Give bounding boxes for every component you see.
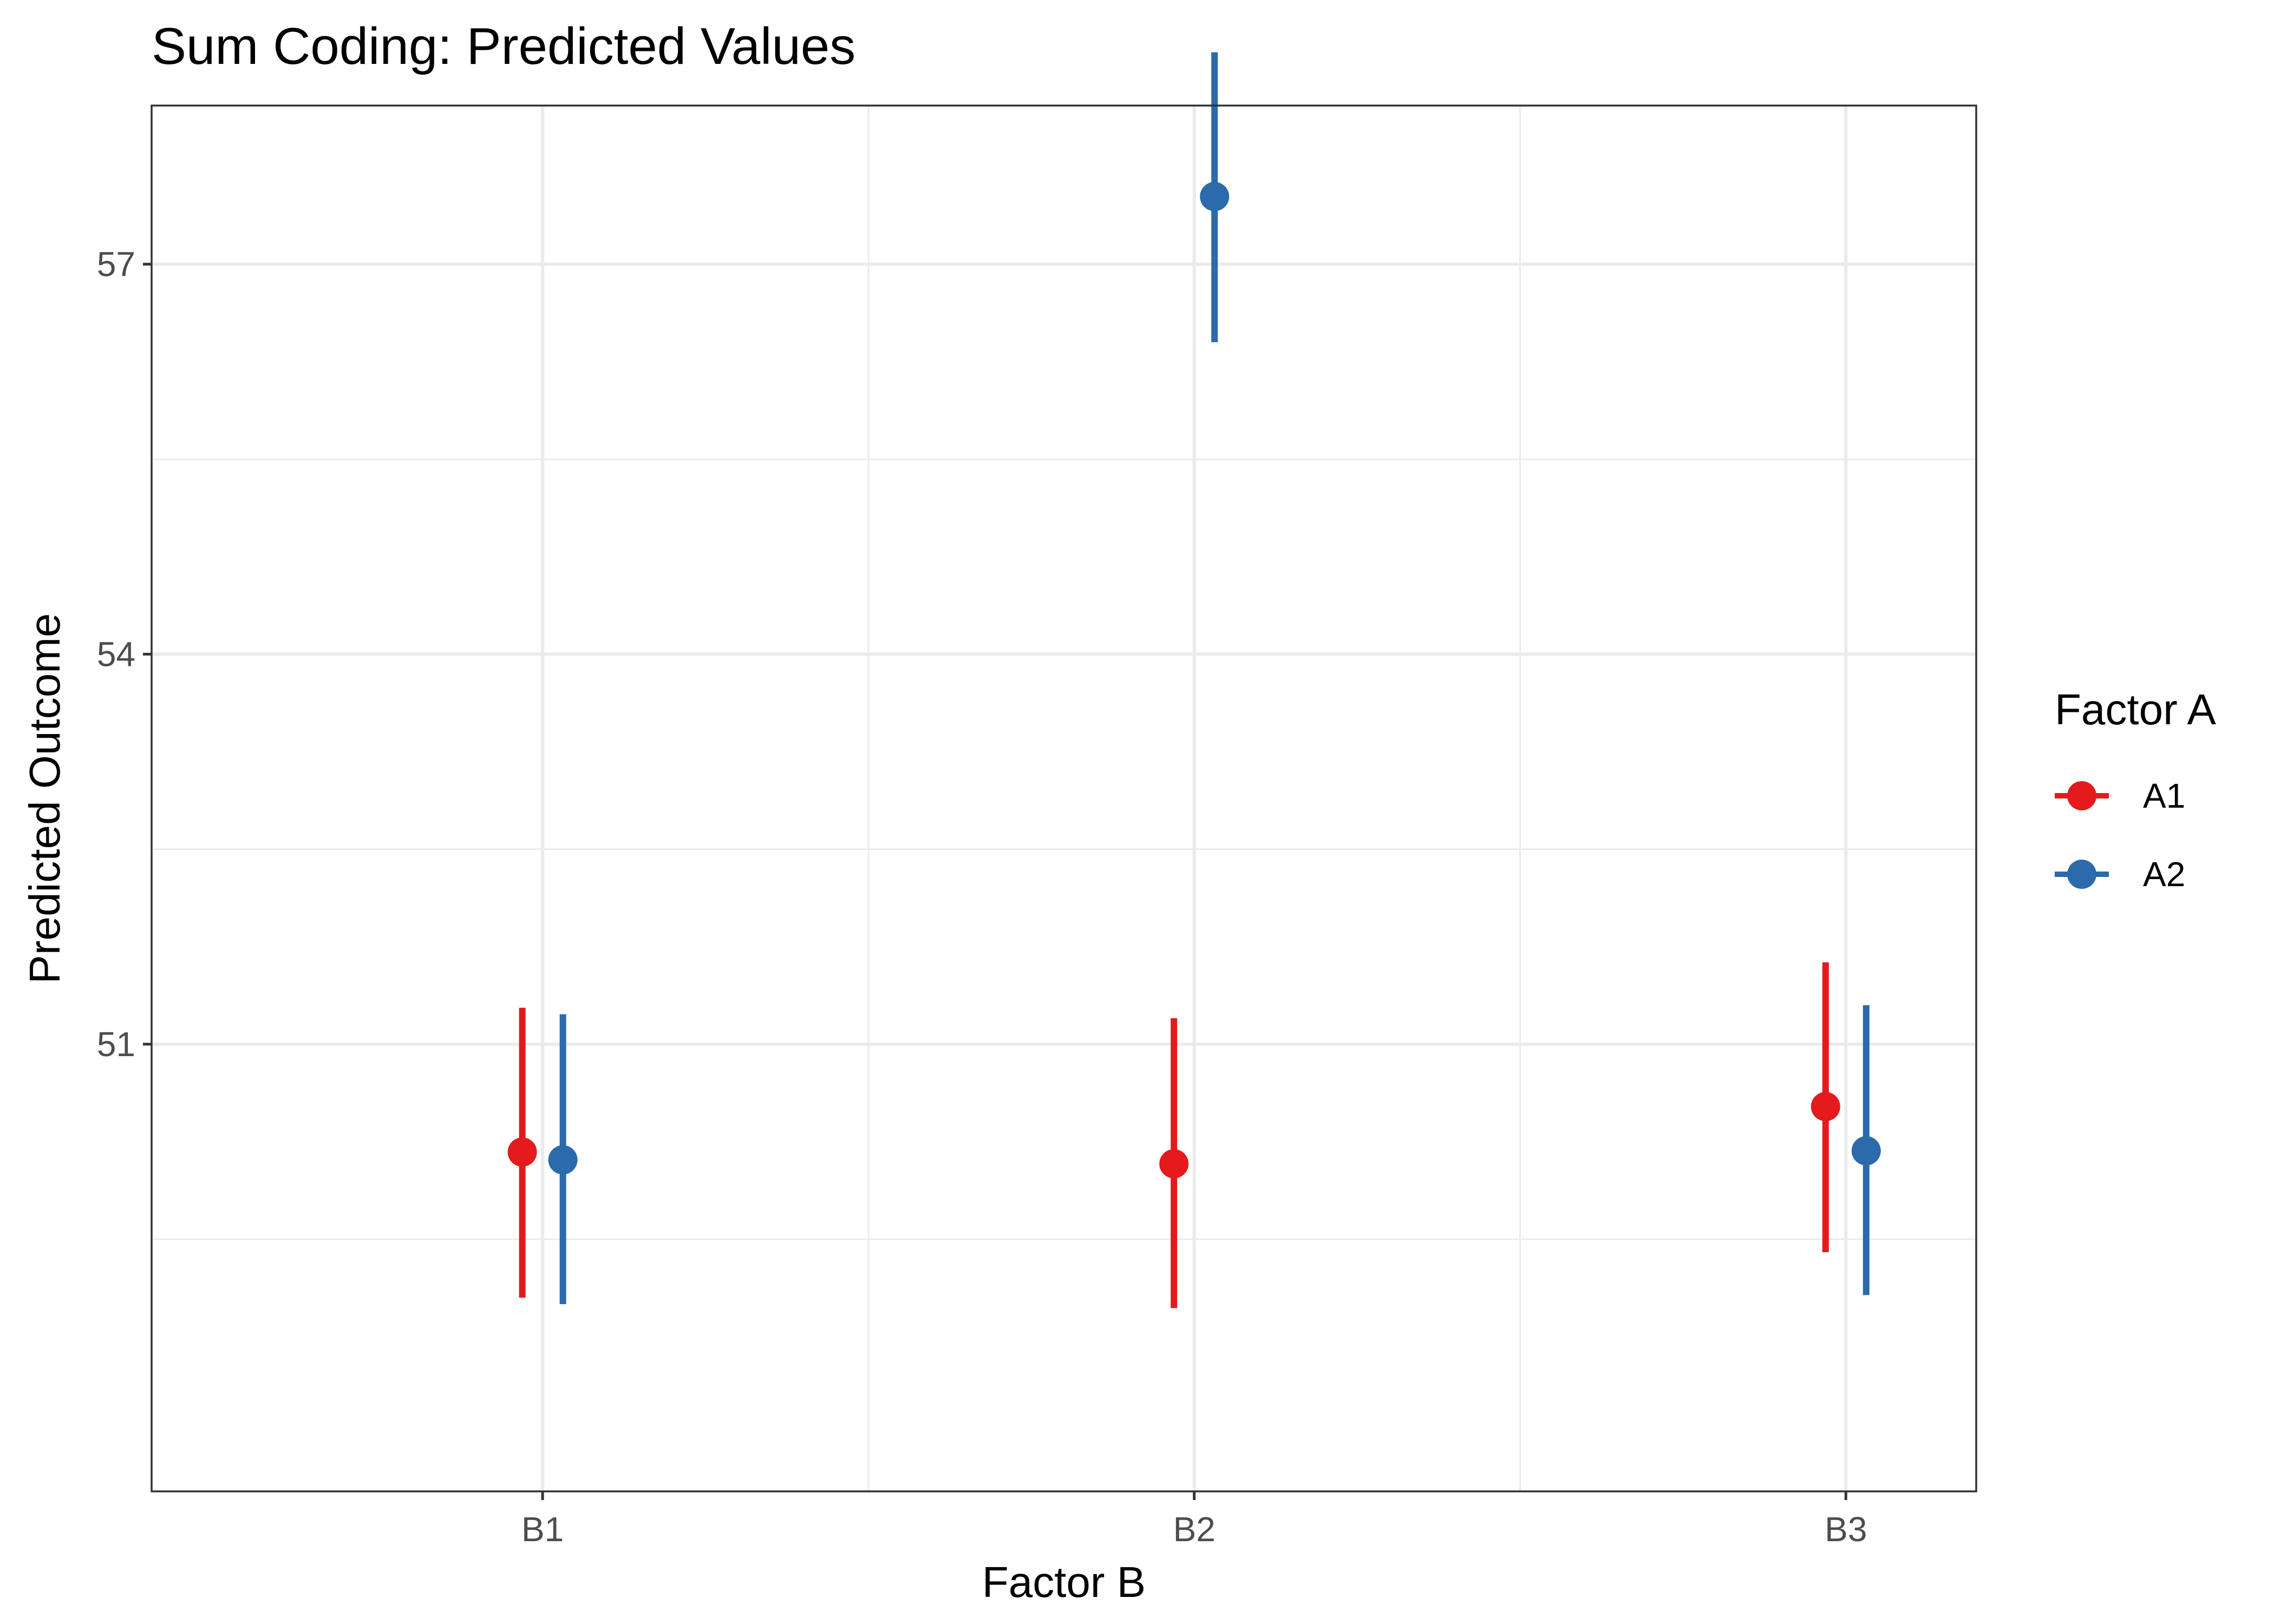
legend: Factor A A1 A2 <box>2055 685 2217 894</box>
data-marks <box>507 52 1881 1308</box>
y-axis-title: Predicted Outcome <box>21 613 69 984</box>
legend-key-point <box>2067 860 2096 889</box>
point-A2-B3 <box>1851 1136 1881 1165</box>
point-A1-B3 <box>1811 1092 1840 1122</box>
legend-label: A2 <box>2143 855 2185 894</box>
point-A1-B1 <box>507 1137 537 1167</box>
chart-title: Sum Coding: Predicted Values <box>152 17 855 75</box>
point-A1-B2 <box>1159 1149 1189 1178</box>
y-tick-label: 51 <box>97 1025 135 1064</box>
x-axis-title: Factor B <box>982 1558 1146 1606</box>
legend-title: Factor A <box>2055 685 2217 734</box>
legend-key-point <box>2067 781 2096 810</box>
x-tick-label: B3 <box>1825 1510 1867 1549</box>
legend-item-A1: A1 <box>2055 776 2185 815</box>
plot-border <box>151 104 1977 1492</box>
minor-gridlines <box>152 106 1976 1491</box>
point-A2-B1 <box>548 1145 578 1175</box>
x-axis: B1 B2 B3 <box>521 1491 1867 1549</box>
y-tick-label: 57 <box>97 245 135 284</box>
legend-items: A1 A2 <box>2055 776 2185 894</box>
y-axis: 51 54 57 <box>97 245 152 1064</box>
legend-item-A2: A2 <box>2055 855 2185 894</box>
legend-label: A1 <box>2143 776 2185 815</box>
x-tick-label: B2 <box>1173 1510 1216 1549</box>
y-tick-label: 54 <box>97 634 135 673</box>
point-A2-B2 <box>1200 182 1230 212</box>
x-tick-label: B1 <box>521 1510 564 1549</box>
plot-panel <box>152 106 1976 1491</box>
major-gridlines <box>152 106 1976 1491</box>
